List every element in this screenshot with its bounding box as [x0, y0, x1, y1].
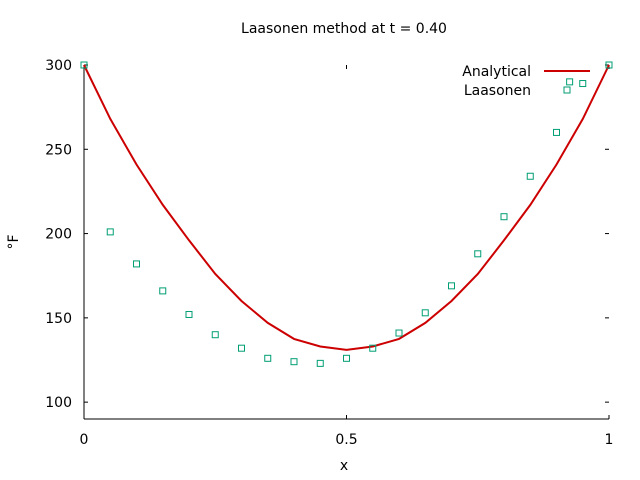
series-laasonen-point — [211, 331, 219, 339]
series-laasonen-point — [500, 213, 508, 221]
series-laasonen-point — [80, 61, 88, 69]
x-axis-label: x — [340, 458, 348, 474]
series-laasonen-point — [448, 282, 455, 290]
x-tick-label: 0 — [80, 432, 89, 448]
series-layer — [80, 61, 613, 367]
y-tick-label: 150 — [45, 311, 72, 327]
series-laasonen-point — [421, 309, 429, 317]
series-laasonen-point — [579, 80, 587, 88]
legend-label-analytical: Analytical — [462, 64, 531, 80]
y-tick-label: 300 — [45, 58, 72, 74]
series-laasonen-point — [185, 310, 193, 318]
y-axis-label: °F — [6, 234, 22, 249]
series-laasonen-point — [159, 287, 167, 295]
series-laasonen-point — [290, 358, 298, 366]
y-ticks: 100 150 200 250 300 — [45, 58, 609, 411]
series-laasonen-point — [474, 250, 482, 258]
series-laasonen-point — [316, 359, 324, 367]
series-laasonen-point — [526, 172, 534, 180]
series-laasonen-point — [238, 344, 245, 352]
y-tick-label: 100 — [45, 395, 72, 411]
series-analytical-line — [83, 64, 610, 351]
series-laasonen-point — [369, 344, 377, 352]
series-laasonen-point — [605, 61, 613, 69]
series-laasonen-point — [395, 329, 403, 337]
series-laasonen-point — [106, 228, 114, 236]
legend: Analytical Laasonen — [462, 64, 590, 99]
x-tick-label: 0.5 — [335, 432, 357, 448]
series-laasonen-point — [133, 260, 140, 268]
plot-border — [83, 65, 609, 420]
series-laasonen-point — [343, 354, 350, 362]
y-tick-label: 200 — [45, 227, 72, 243]
x-ticks: 0 0.5 1 — [80, 65, 614, 448]
legend-swatch-laasonen — [563, 86, 571, 94]
x-tick-label: 1 — [605, 432, 614, 448]
series-laasonen-point — [566, 78, 574, 86]
series-laasonen-point — [264, 354, 272, 362]
legend-label-laasonen: Laasonen — [464, 83, 531, 99]
chart-title: Laasonen method at t = 0.40 — [241, 21, 447, 37]
series-laasonen-point — [553, 128, 560, 136]
y-tick-label: 250 — [45, 142, 72, 158]
